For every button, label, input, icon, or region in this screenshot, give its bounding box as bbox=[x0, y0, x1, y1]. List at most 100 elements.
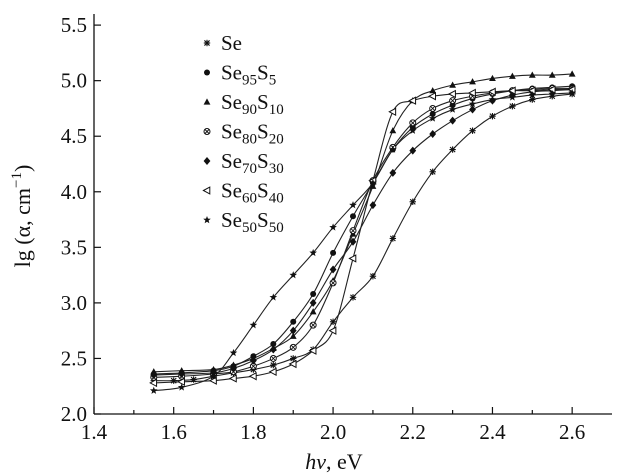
legend-label: Se95S5 bbox=[221, 61, 276, 89]
data-point bbox=[408, 126, 417, 134]
data-point bbox=[203, 98, 211, 105]
data-point bbox=[469, 127, 476, 134]
data-point bbox=[270, 361, 277, 369]
data-point bbox=[429, 87, 437, 94]
series-points bbox=[149, 88, 576, 394]
data-point bbox=[508, 93, 517, 101]
data-point bbox=[468, 100, 477, 108]
data-point bbox=[309, 308, 317, 315]
data-point bbox=[369, 182, 377, 189]
data-point bbox=[389, 235, 397, 242]
legend-label: Se90S10 bbox=[221, 90, 284, 118]
y-tick-label: 5.0 bbox=[61, 69, 87, 93]
data-point bbox=[467, 88, 476, 98]
data-point bbox=[349, 294, 357, 301]
data-point bbox=[329, 318, 337, 325]
y-tick-label: 5.5 bbox=[61, 13, 87, 37]
data-point bbox=[528, 91, 537, 99]
data-point bbox=[489, 74, 496, 82]
y-ticks: 2.0 2.5 3.0 3.5 4.0 4.5 5.0 5.5 bbox=[61, 13, 101, 426]
data-point bbox=[308, 346, 317, 355]
series-points bbox=[149, 85, 576, 388]
series-markers bbox=[149, 70, 576, 394]
y-tick-label: 4.5 bbox=[61, 124, 87, 148]
y-tick-label: 2.5 bbox=[61, 346, 87, 370]
data-point bbox=[388, 107, 397, 117]
data-point bbox=[409, 146, 417, 155]
data-point bbox=[178, 370, 186, 378]
data-point bbox=[447, 89, 456, 99]
data-point bbox=[429, 130, 437, 138]
legend-label: Se60S40 bbox=[221, 179, 284, 207]
y-axis-label: lg (α, cm−1) bbox=[9, 165, 35, 268]
y-tick-label: 3.0 bbox=[61, 291, 87, 315]
legend-item: Se70S30 bbox=[203, 149, 284, 177]
data-point bbox=[209, 372, 218, 380]
data-point bbox=[389, 168, 397, 177]
x-tick-label: 2.4 bbox=[479, 420, 506, 444]
legend-item: Se60S40 bbox=[202, 179, 284, 207]
data-point bbox=[208, 376, 217, 385]
series-lines bbox=[153, 73, 573, 392]
data-point bbox=[428, 114, 437, 122]
data-point bbox=[409, 198, 416, 205]
data-point bbox=[249, 362, 257, 370]
series-line bbox=[153, 92, 573, 392]
data-point bbox=[309, 248, 317, 257]
data-point bbox=[449, 81, 457, 88]
data-point bbox=[329, 223, 337, 231]
data-point bbox=[469, 78, 476, 85]
data-point bbox=[329, 279, 337, 287]
data-point bbox=[176, 377, 185, 387]
x-tick-label: 1.8 bbox=[240, 420, 266, 444]
data-point bbox=[448, 105, 457, 113]
data-point bbox=[270, 341, 277, 347]
data-point bbox=[203, 128, 211, 135]
data-point bbox=[290, 318, 297, 325]
series-line bbox=[153, 93, 573, 382]
data-point bbox=[429, 111, 436, 117]
data-point bbox=[528, 71, 536, 78]
legend-item: Se50S50 bbox=[203, 208, 284, 236]
series-points bbox=[150, 70, 576, 375]
data-point bbox=[290, 355, 297, 362]
data-point bbox=[268, 367, 277, 377]
data-point bbox=[269, 293, 278, 301]
data-point bbox=[288, 359, 297, 369]
data-point bbox=[548, 90, 557, 98]
data-point bbox=[310, 291, 317, 297]
legend-item: Se95S5 bbox=[204, 61, 276, 89]
data-point bbox=[349, 237, 357, 246]
data-point bbox=[248, 371, 257, 381]
legend-item: Se80S20 bbox=[203, 120, 284, 148]
data-point bbox=[202, 186, 211, 195]
data-point bbox=[369, 273, 377, 280]
y-tick-label: 2.0 bbox=[61, 402, 87, 426]
y-tick-label: 4.0 bbox=[61, 180, 87, 204]
data-point bbox=[568, 70, 576, 77]
data-point bbox=[170, 377, 177, 384]
data-point bbox=[203, 39, 211, 47]
data-point bbox=[309, 298, 317, 307]
data-point bbox=[229, 348, 238, 357]
series-points bbox=[150, 90, 576, 384]
x-tick-label: 2.0 bbox=[320, 420, 346, 444]
legend-item: Se90S10 bbox=[203, 90, 284, 118]
data-point bbox=[409, 119, 417, 127]
series-points bbox=[150, 85, 576, 380]
data-point bbox=[508, 72, 516, 79]
x-tick-label: 1.4 bbox=[81, 420, 108, 444]
data-point bbox=[369, 178, 377, 187]
data-point bbox=[349, 201, 357, 209]
data-point bbox=[309, 321, 317, 329]
data-point bbox=[329, 265, 337, 274]
data-point bbox=[177, 383, 186, 391]
data-point bbox=[488, 95, 497, 103]
data-point bbox=[269, 345, 277, 354]
data-point bbox=[568, 88, 576, 97]
data-point bbox=[228, 374, 237, 383]
data-point bbox=[190, 376, 197, 383]
x-axis-label: hν, eV bbox=[305, 449, 363, 474]
data-point bbox=[289, 343, 297, 351]
